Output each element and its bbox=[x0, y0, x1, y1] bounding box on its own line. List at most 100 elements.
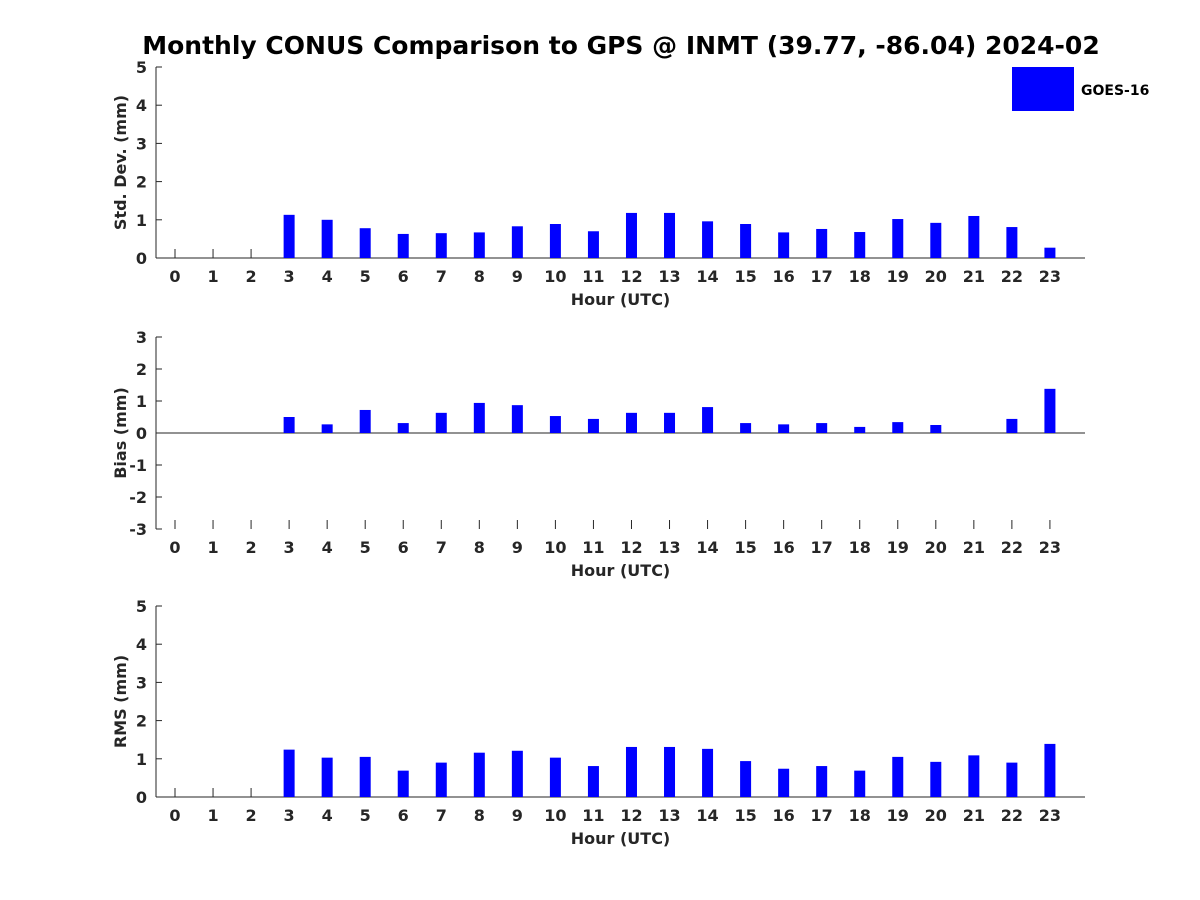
x-tick-label: 17 bbox=[811, 538, 833, 557]
bar-hour-14 bbox=[702, 221, 714, 258]
x-tick-label: 3 bbox=[284, 538, 295, 557]
bar-hour-16 bbox=[778, 232, 790, 258]
x-tick-label: 4 bbox=[322, 538, 333, 557]
bar-hour-18 bbox=[854, 770, 866, 797]
bar-hour-19 bbox=[892, 219, 904, 258]
bar-hour-16 bbox=[778, 424, 790, 433]
x-tick-label: 18 bbox=[849, 267, 871, 286]
bar-hour-19 bbox=[892, 422, 904, 433]
bar-hour-5 bbox=[359, 756, 371, 797]
x-tick-label: 23 bbox=[1039, 806, 1061, 825]
bar-hour-11 bbox=[587, 418, 599, 433]
x-tick-label: 18 bbox=[849, 538, 871, 557]
x-tick-label: 7 bbox=[436, 267, 447, 286]
bar-hour-23 bbox=[1044, 743, 1056, 797]
legend: GOES-16 bbox=[1012, 67, 1149, 111]
bar-hour-9 bbox=[511, 226, 523, 258]
x-tick-label: 1 bbox=[207, 267, 218, 286]
x-tick-label: 3 bbox=[284, 267, 295, 286]
bar-hour-12 bbox=[625, 746, 637, 797]
x-tick-label: 10 bbox=[544, 538, 566, 557]
x-tick-label: 15 bbox=[734, 538, 756, 557]
x-tick-label: 17 bbox=[811, 806, 833, 825]
y-tick-label: 0 bbox=[136, 788, 147, 807]
x-tick-label: 2 bbox=[246, 267, 257, 286]
y-tick-label: 2 bbox=[136, 712, 147, 731]
y-axis-label: Bias (mm) bbox=[111, 387, 130, 479]
y-tick-label: 3 bbox=[136, 134, 147, 153]
bar-hour-20 bbox=[930, 761, 942, 797]
bar-hour-13 bbox=[664, 412, 676, 433]
x-tick-label: 14 bbox=[696, 267, 718, 286]
x-tick-label: 21 bbox=[963, 538, 985, 557]
bar-hour-14 bbox=[702, 407, 714, 433]
bar-hour-15 bbox=[740, 224, 752, 258]
x-tick-label: 8 bbox=[474, 806, 485, 825]
x-tick-label: 21 bbox=[963, 806, 985, 825]
x-tick-label: 6 bbox=[398, 267, 409, 286]
bar-hour-3 bbox=[283, 214, 295, 258]
x-axis-label: Hour (UTC) bbox=[571, 290, 671, 309]
bar-hour-6 bbox=[397, 423, 409, 433]
x-tick-label: 13 bbox=[658, 806, 680, 825]
legend-swatch bbox=[1012, 67, 1074, 111]
x-tick-label: 5 bbox=[360, 538, 371, 557]
x-tick-label: 13 bbox=[658, 267, 680, 286]
y-tick-label: 1 bbox=[136, 211, 147, 230]
y-tick-label: 3 bbox=[136, 673, 147, 692]
x-tick-label: 8 bbox=[474, 267, 485, 286]
y-tick-label: 4 bbox=[136, 635, 147, 654]
x-tick-label: 1 bbox=[207, 538, 218, 557]
bar-hour-21 bbox=[968, 755, 980, 797]
y-tick-label: -1 bbox=[129, 456, 147, 475]
x-tick-label: 23 bbox=[1039, 267, 1061, 286]
bar-hour-9 bbox=[511, 405, 523, 433]
bar-hour-22 bbox=[1006, 762, 1018, 797]
bar-hour-12 bbox=[625, 212, 637, 258]
bar-hour-15 bbox=[740, 761, 752, 797]
x-tick-label: 1 bbox=[207, 806, 218, 825]
x-tick-label: 21 bbox=[963, 267, 985, 286]
bar-hour-4 bbox=[321, 219, 333, 258]
x-tick-label: 22 bbox=[1001, 806, 1023, 825]
x-tick-label: 20 bbox=[925, 267, 947, 286]
x-tick-label: 12 bbox=[620, 806, 642, 825]
bar-hour-10 bbox=[549, 757, 561, 797]
x-tick-label: 0 bbox=[169, 538, 180, 557]
bar-hour-10 bbox=[549, 416, 561, 433]
x-tick-label: 11 bbox=[582, 806, 604, 825]
bar-hour-23 bbox=[1044, 388, 1056, 433]
bar-hour-6 bbox=[397, 233, 409, 258]
x-tick-label: 22 bbox=[1001, 267, 1023, 286]
x-axis-label: Hour (UTC) bbox=[571, 829, 671, 848]
bar-hour-17 bbox=[816, 423, 828, 433]
bar-hour-11 bbox=[587, 766, 599, 797]
bar-hour-11 bbox=[587, 231, 599, 258]
bar-hour-13 bbox=[664, 746, 676, 797]
y-axis-label: Std. Dev. (mm) bbox=[111, 95, 130, 230]
x-tick-label: 16 bbox=[773, 806, 795, 825]
y-axis-label: RMS (mm) bbox=[111, 655, 130, 748]
bar-hour-22 bbox=[1006, 418, 1018, 433]
x-tick-label: 14 bbox=[696, 806, 718, 825]
x-tick-label: 14 bbox=[696, 538, 718, 557]
bar-hour-3 bbox=[283, 749, 295, 797]
bar-hour-20 bbox=[930, 425, 942, 433]
x-tick-label: 4 bbox=[322, 267, 333, 286]
x-axis-label: Hour (UTC) bbox=[571, 561, 671, 580]
legend-label: GOES-16 bbox=[1081, 83, 1149, 99]
x-tick-label: 9 bbox=[512, 538, 523, 557]
chart-title: Monthly CONUS Comparison to GPS @ INMT (… bbox=[142, 31, 1099, 60]
x-tick-label: 0 bbox=[169, 267, 180, 286]
x-tick-label: 9 bbox=[512, 267, 523, 286]
x-tick-label: 20 bbox=[925, 538, 947, 557]
bar-hour-4 bbox=[321, 424, 333, 433]
x-tick-label: 2 bbox=[246, 538, 257, 557]
y-tick-label: 2 bbox=[136, 173, 147, 192]
x-tick-label: 7 bbox=[436, 806, 447, 825]
x-tick-label: 15 bbox=[734, 267, 756, 286]
bar-hour-17 bbox=[816, 228, 828, 258]
x-tick-label: 15 bbox=[734, 806, 756, 825]
